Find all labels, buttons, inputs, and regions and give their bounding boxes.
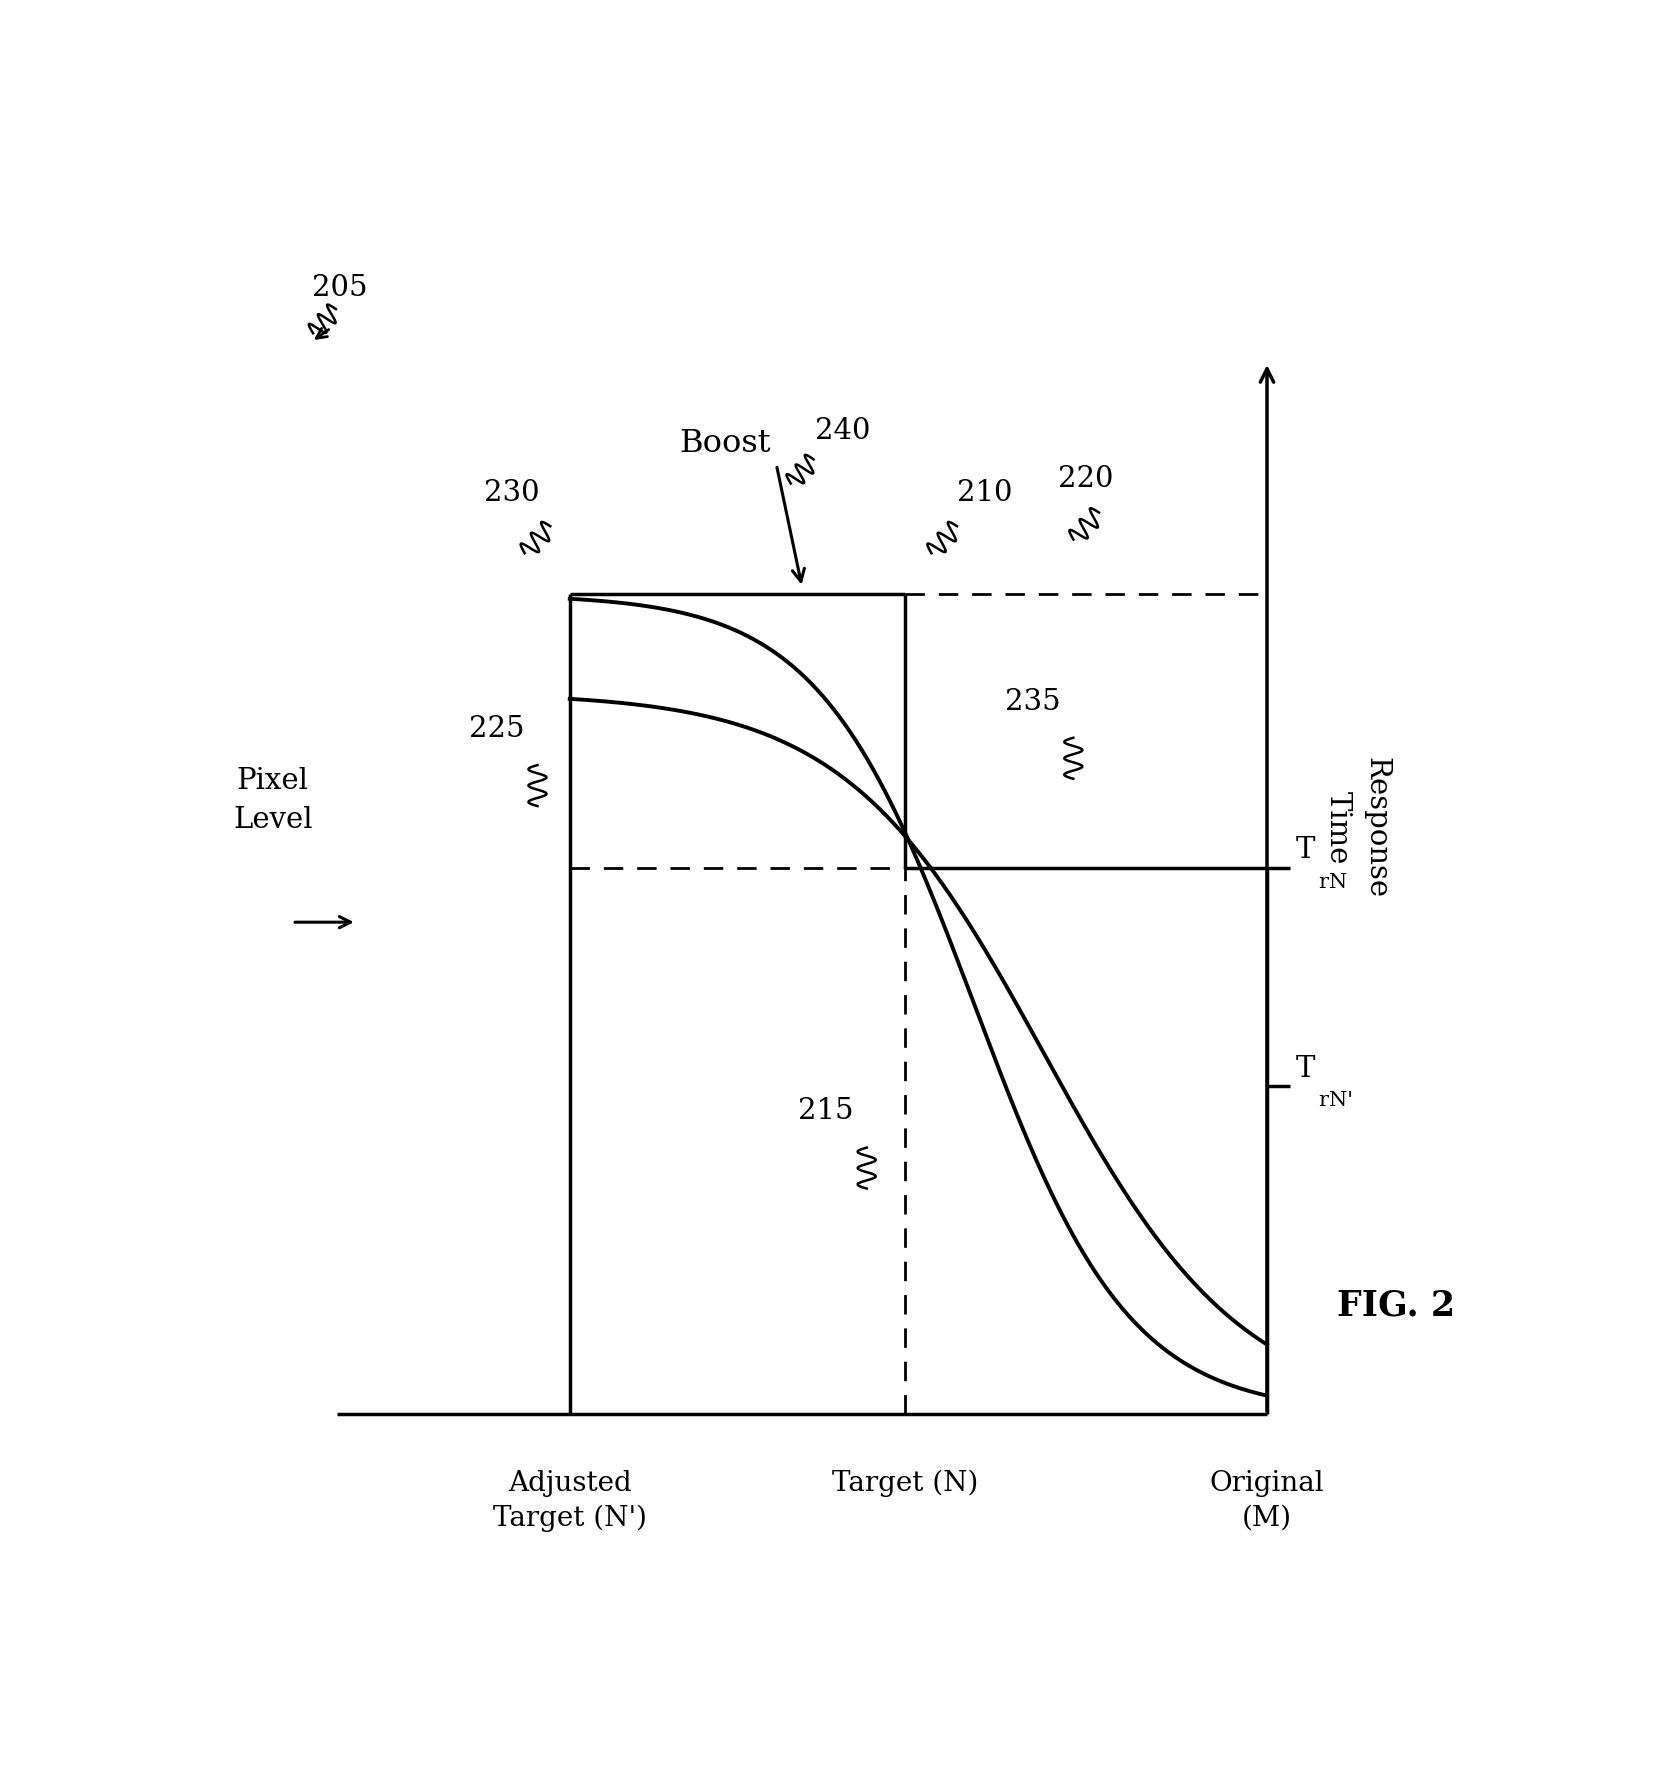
Text: Pixel
Level: Pixel Level [233,766,313,833]
Text: 235: 235 [1005,688,1061,715]
Text: 215: 215 [798,1097,853,1124]
Text: Original
(M): Original (M) [1210,1468,1324,1532]
Text: Target (N): Target (N) [833,1468,978,1496]
Text: N': N' [1329,1090,1353,1110]
Text: 210: 210 [958,479,1013,507]
Text: Boost: Boost [680,427,770,459]
Text: Adjusted
Target (N'): Adjusted Target (N') [493,1468,646,1532]
Text: r: r [1319,872,1329,892]
Text: 225: 225 [470,715,525,743]
Text: T: T [1296,837,1314,863]
Text: FIG. 2: FIG. 2 [1338,1287,1454,1323]
Text: 230: 230 [483,479,540,507]
Text: 205: 205 [312,273,367,301]
Text: N: N [1329,872,1348,892]
Text: 220: 220 [1058,465,1115,493]
Text: T: T [1296,1055,1314,1082]
Text: Response
Time: Response Time [1324,757,1391,897]
Text: 240: 240 [815,417,871,445]
Text: r: r [1319,1090,1329,1110]
